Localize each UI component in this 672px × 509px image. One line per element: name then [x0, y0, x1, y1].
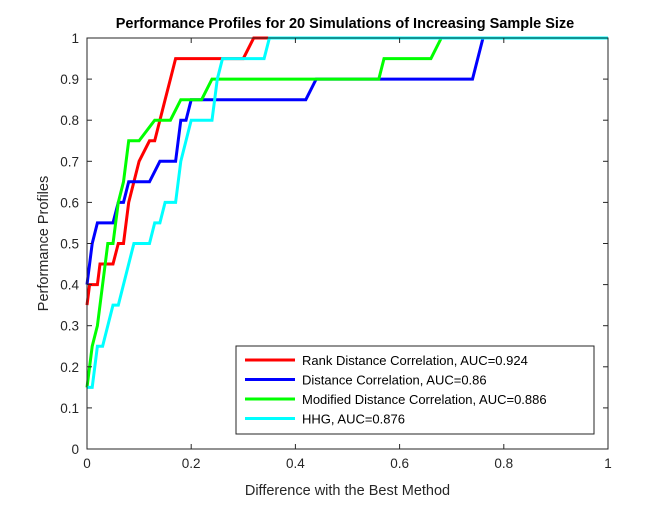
x-tick-label: 0.2 — [182, 456, 201, 471]
y-tick-label: 1 — [71, 31, 79, 46]
y-axis-label: Performance Profiles — [36, 176, 52, 311]
y-tick-label: 0.6 — [60, 195, 79, 210]
x-tick-label: 0.6 — [390, 456, 409, 471]
series-line-1 — [85, 36, 608, 306]
y-tick-label: 0.3 — [60, 319, 79, 334]
x-tick-label: 0 — [83, 456, 91, 471]
legend-entry-1: Rank Distance Correlation, AUC=0.924 — [302, 353, 528, 368]
y-tick-label: 0.4 — [60, 278, 79, 293]
tick-layer: 0 0.2 0.4 0.6 0.8 1 0 0.1 0.2 0.3 0.4 0.5 0.6 0.7 0.8 0… — [60, 31, 612, 471]
y-tick-label: 0.8 — [60, 113, 79, 128]
legend-entry-4: HHG, AUC=0.876 — [302, 412, 405, 427]
y-tick-label: 0.2 — [60, 360, 79, 375]
series-line-3 — [85, 36, 608, 388]
legend-entry-3: Modified Distance Correlation, AUC=0.886 — [302, 392, 547, 407]
legend-box — [235, 345, 595, 435]
y-tick-label: 0 — [71, 442, 79, 457]
legend: Rank Distance Correlation, AUC=0.924 Dist… — [235, 345, 595, 435]
y-tick-label: 0.1 — [60, 401, 79, 416]
chart-title: Performance Profiles for 20 Simulations … — [116, 16, 575, 32]
y-tick-label: 0.7 — [60, 154, 79, 169]
series-layer — [85, 36, 608, 389]
x-axis-label: Difference with the Best Method — [245, 483, 450, 499]
legend-entry-2: Distance Correlation, AUC=0.86 — [302, 373, 487, 388]
x-tick-label: 0.4 — [286, 456, 305, 471]
y-tick-label: 0.9 — [60, 72, 79, 87]
x-tick-label: 1 — [604, 456, 612, 471]
series-line-2 — [85, 36, 608, 285]
series-line-4 — [87, 36, 608, 389]
y-tick-label: 0.5 — [60, 237, 79, 252]
x-tick-label: 0.8 — [494, 456, 513, 471]
